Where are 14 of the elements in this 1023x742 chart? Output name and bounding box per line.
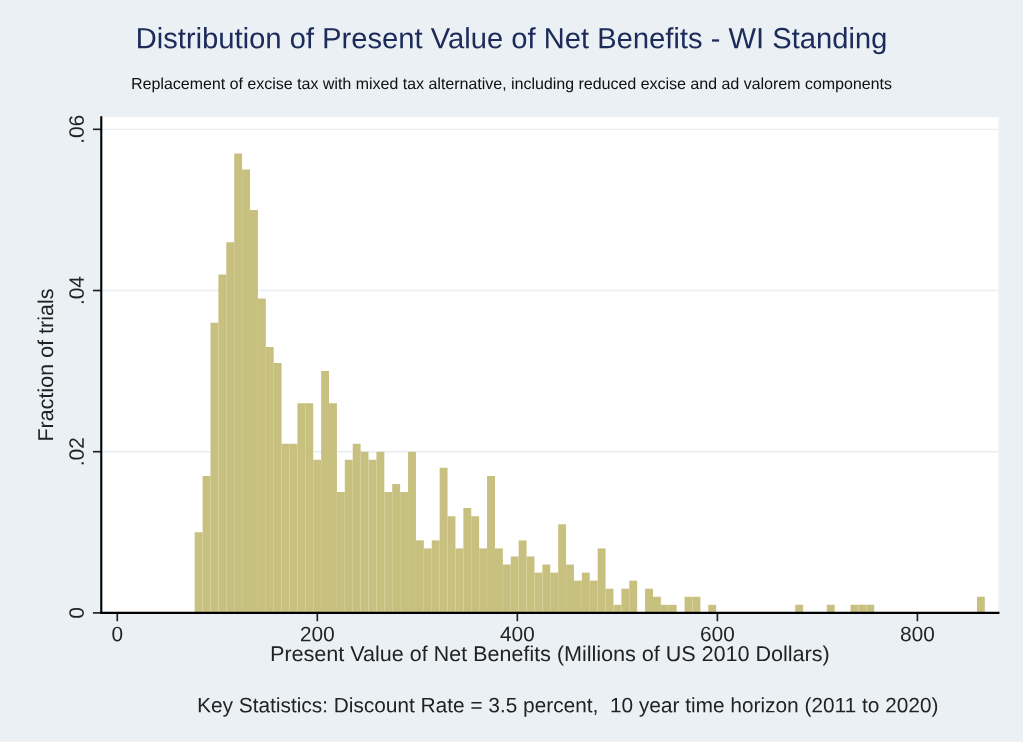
x-tick-label: 400 bbox=[500, 626, 534, 642]
x-tick-label: 800 bbox=[900, 626, 934, 642]
y-tick-label: 0 bbox=[69, 607, 84, 618]
x-tick-label: 600 bbox=[701, 626, 734, 642]
chart-subtitle: Replacement of excise tax with mixed tax alternative, including reduced excise and ad valorem components bbox=[132, 77, 892, 93]
y-tick-label: .04 bbox=[69, 276, 84, 304]
x-tick-label: 0 bbox=[112, 626, 123, 642]
y-tick-label: .02 bbox=[69, 438, 84, 465]
y-axis-title: Fraction of trials bbox=[37, 289, 54, 440]
text: Key Statistics: Discount Rate = 3.5 percent, 10 year time horizon (2011 to 2020) bbox=[198, 697, 938, 717]
x-tick-label: 200 bbox=[300, 626, 334, 642]
y-tick-label: .06 bbox=[69, 115, 84, 142]
chart-title: Distribution of Present Value of Net Benefits - WI Standing bbox=[138, 27, 886, 55]
x-axis-title: Present Value of Net Benefits (Millions of US 2010 Dollars) bbox=[271, 645, 829, 666]
